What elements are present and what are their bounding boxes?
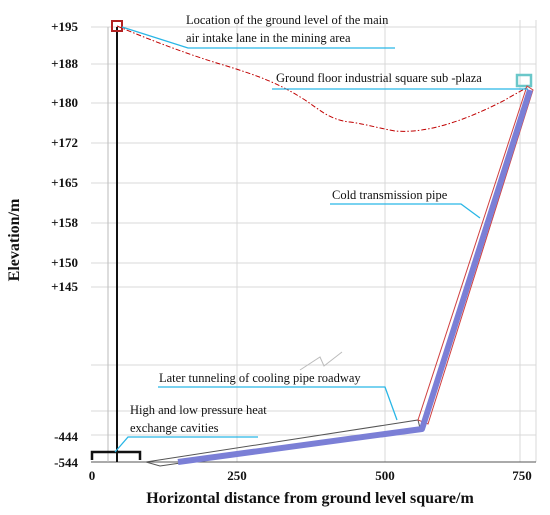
y-tick-label: +158 xyxy=(51,215,78,230)
later-tunneling-label: Later tunneling of cooling pipe roadway xyxy=(159,371,361,385)
y-tick-labels: +195 +188 +180 +172 +165 +158 +150 +145 … xyxy=(51,19,78,470)
y-tick-label: -544 xyxy=(54,455,78,470)
y-axis-title: Elevation/m xyxy=(6,198,23,281)
cavities-label-line1: High and low pressure heat xyxy=(130,403,267,417)
x-tick-labels: 0 250 500 750 xyxy=(89,468,532,483)
main-intake-marker xyxy=(111,20,123,32)
heat-exchange-cavities xyxy=(90,450,142,460)
axis-break-mark xyxy=(299,351,343,371)
x-axis-title: Horizontal distance from ground level sq… xyxy=(146,490,474,507)
sub-plaza-label: Ground floor industrial square sub -plaz… xyxy=(276,71,482,85)
y-tick-label: +150 xyxy=(51,255,78,270)
x-tick-label: 750 xyxy=(512,468,532,483)
sub-plaza-marker xyxy=(515,73,533,88)
x-tick-label: 250 xyxy=(227,468,247,483)
y-tick-label: +188 xyxy=(51,56,78,71)
cavities-label-line2: exchange cavities xyxy=(130,421,219,435)
y-tick-label: +172 xyxy=(51,135,78,150)
x-tick-label: 0 xyxy=(89,468,96,483)
main-intake-label-line1: Location of the ground level of the main xyxy=(186,13,389,27)
annotation-leaders xyxy=(114,26,528,453)
y-tick-label: -444 xyxy=(54,429,78,444)
y-tick-label: +195 xyxy=(51,19,78,34)
cold-transmission-pipe xyxy=(177,89,533,465)
x-tick-label: 500 xyxy=(375,468,395,483)
y-tick-label: +145 xyxy=(51,279,78,294)
ground-surface-profile xyxy=(116,25,527,132)
grid xyxy=(91,20,537,462)
y-tick-label: +180 xyxy=(51,95,78,110)
cold-pipe-label: Cold transmission pipe xyxy=(332,188,448,202)
main-intake-label-line2: air intake lane in the mining area xyxy=(186,31,351,45)
y-tick-label: +165 xyxy=(51,175,78,190)
